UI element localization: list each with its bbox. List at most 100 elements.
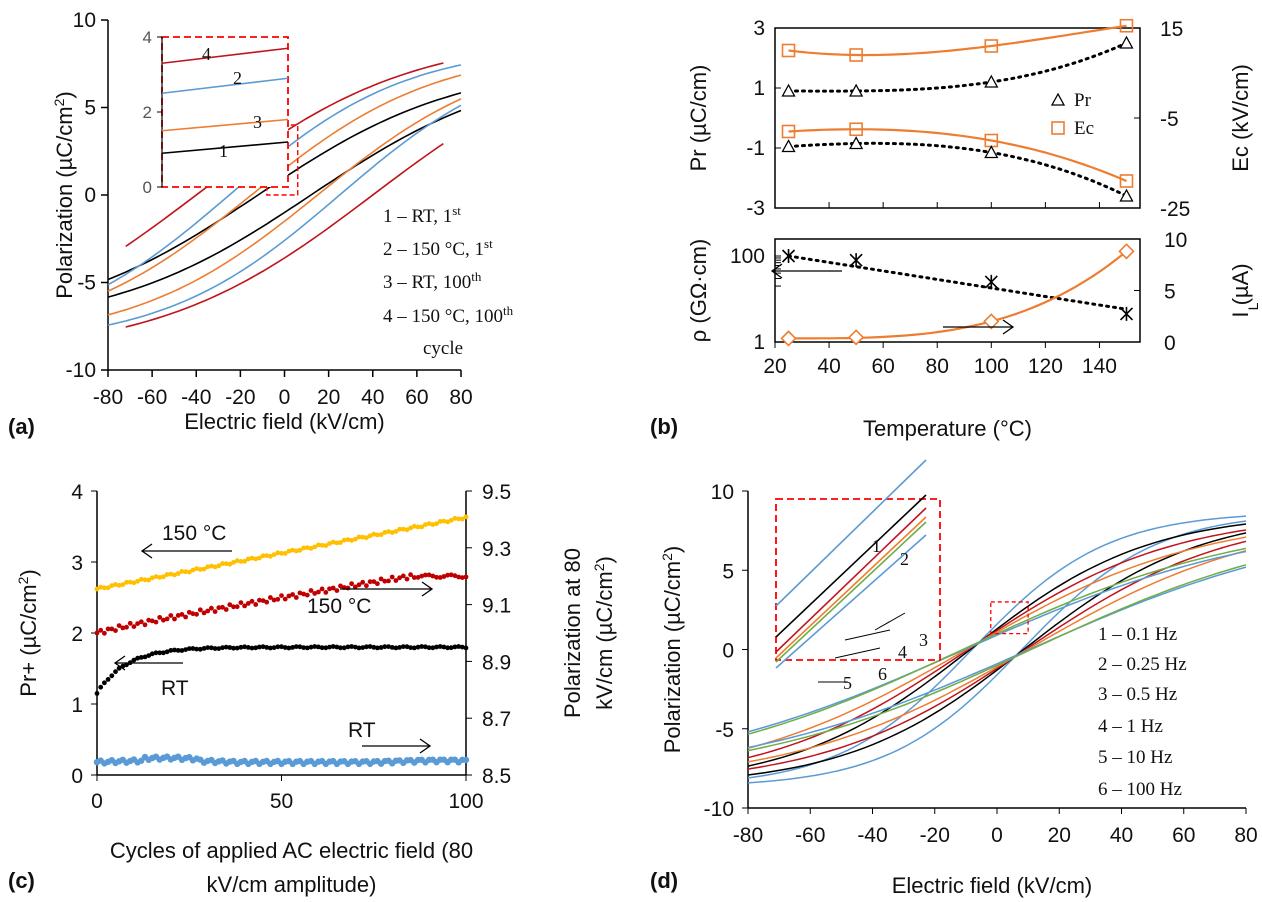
series-2-point: [135, 655, 141, 661]
series-0-point: [257, 555, 262, 561]
inset-line: [775, 521, 927, 663]
y-tick-label: 10: [73, 9, 96, 32]
series-1-point: [234, 604, 240, 610]
series-0-point: [448, 517, 454, 523]
x-tick-label: -20: [920, 824, 950, 847]
series-1-point: [161, 617, 166, 623]
series-2-point: [304, 645, 310, 651]
series-2-point: [338, 645, 343, 651]
series-2-point: [386, 644, 391, 649]
series-2-point: [197, 646, 203, 652]
y2-axis-title-line1: Polarization at 80: [560, 548, 585, 718]
series-1-point: [105, 626, 111, 632]
series-0-point: [249, 555, 255, 561]
loop-2-ascending: [747, 532, 1247, 776]
series-0-point: [323, 543, 329, 548]
series-2-point: [367, 644, 373, 649]
series-1-point: [459, 575, 465, 580]
legend-entry-2: 2 – 0.25 Hz: [1098, 654, 1187, 675]
y-axis-title: Polarization (µC/cm2): [659, 546, 685, 754]
series-1-point: [293, 595, 299, 600]
pr-negative-point: [984, 145, 999, 159]
series-0-point: [319, 542, 325, 548]
panel-b-bottom: 100 1 10 5 0 20 40 60 80 100 120 140 Temperature (°C…: [686, 229, 1261, 441]
series-0-point: [113, 582, 118, 587]
series-2-point: [220, 645, 225, 651]
inset-frame: [161, 36, 289, 188]
series-1-point: [220, 604, 225, 610]
series-0-point: [364, 535, 369, 541]
y-tick-label: 100: [730, 245, 765, 268]
loop-2-descending: [747, 523, 1247, 767]
series-2-point: [238, 644, 244, 650]
series-1-point: [463, 574, 469, 580]
x-tick-label: 0: [991, 824, 1003, 847]
series-1-point: [415, 575, 421, 580]
series-0-point: [316, 542, 321, 548]
leakage-point: [780, 330, 797, 347]
resistivity-point: [984, 274, 998, 289]
series-0-point: [352, 536, 358, 542]
legend-text: cycle: [423, 338, 463, 359]
series-1-point: [445, 572, 450, 578]
series-0-point: [400, 526, 406, 532]
y-tick-label: -5: [715, 719, 734, 742]
series-1-point: [301, 591, 306, 597]
series-2-point: [352, 644, 358, 650]
series-0-point: [286, 548, 292, 554]
series-2-point: [194, 646, 200, 652]
y2-tick-label: 9.3: [482, 538, 511, 561]
loop-2-ascending: [107, 104, 462, 326]
series-1-point: [142, 622, 148, 628]
series-1-point: [242, 603, 248, 609]
series-0-point: [349, 538, 354, 543]
series-2-point: [175, 648, 181, 653]
series-2-point: [242, 644, 248, 650]
arrow-left-icon: [113, 655, 183, 671]
x-tick-label: 80: [449, 386, 472, 409]
y2-tick-label: 0: [1164, 332, 1176, 355]
resistivity-point: [849, 253, 863, 268]
series-0-point: [463, 514, 469, 520]
series-2-point: [330, 644, 336, 649]
series-0-point: [375, 532, 380, 538]
series-0-point: [201, 566, 207, 572]
series-2-point: [356, 645, 362, 651]
x-tick-label: 50: [270, 790, 293, 813]
arrow-right-icon: [943, 319, 1015, 335]
series-2-point: [415, 644, 421, 650]
series-0-point: [186, 569, 192, 575]
y-axis-title: Pr (µC/cm): [686, 65, 711, 172]
ec-negative-trend: [788, 128, 1127, 183]
inset-tick-label: 2: [143, 103, 152, 122]
series-0-point: [334, 540, 340, 546]
series-0-point: [452, 516, 458, 521]
arrow-left-icon: [140, 543, 232, 559]
x-tick-label: 0: [91, 790, 103, 813]
series-2-point: [227, 645, 233, 650]
ec-positive-point: [1119, 18, 1134, 33]
series-2-point: [301, 645, 306, 650]
series-0-point: [341, 537, 347, 543]
pr-negative-trend: [787, 141, 1128, 198]
series-0-point: [275, 550, 281, 556]
series-1-point: [282, 596, 288, 602]
series-1-point: [172, 616, 177, 622]
legend-marker-pr: [1050, 92, 1066, 106]
inset-label: 5: [843, 673, 852, 693]
y2-tick-label: 8.9: [482, 651, 511, 674]
y-tick-label: 0: [71, 765, 83, 788]
x-tick-label: -20: [225, 386, 255, 409]
series-0-point: [153, 574, 159, 579]
series-1-point: [238, 600, 244, 605]
series-0-point: [441, 518, 447, 524]
series-1-point: [157, 615, 163, 620]
series-2-point: [234, 645, 240, 651]
y2-axis-title-line2: kV/cm (µC/cm2): [591, 556, 617, 710]
series-1-point: [223, 607, 229, 612]
pr-positive-trend: [787, 41, 1128, 93]
series-0-point: [216, 563, 222, 569]
y-axis-title-sup: 2: [51, 98, 67, 106]
series-0-point: [330, 539, 336, 545]
series-0-point: [308, 546, 314, 551]
